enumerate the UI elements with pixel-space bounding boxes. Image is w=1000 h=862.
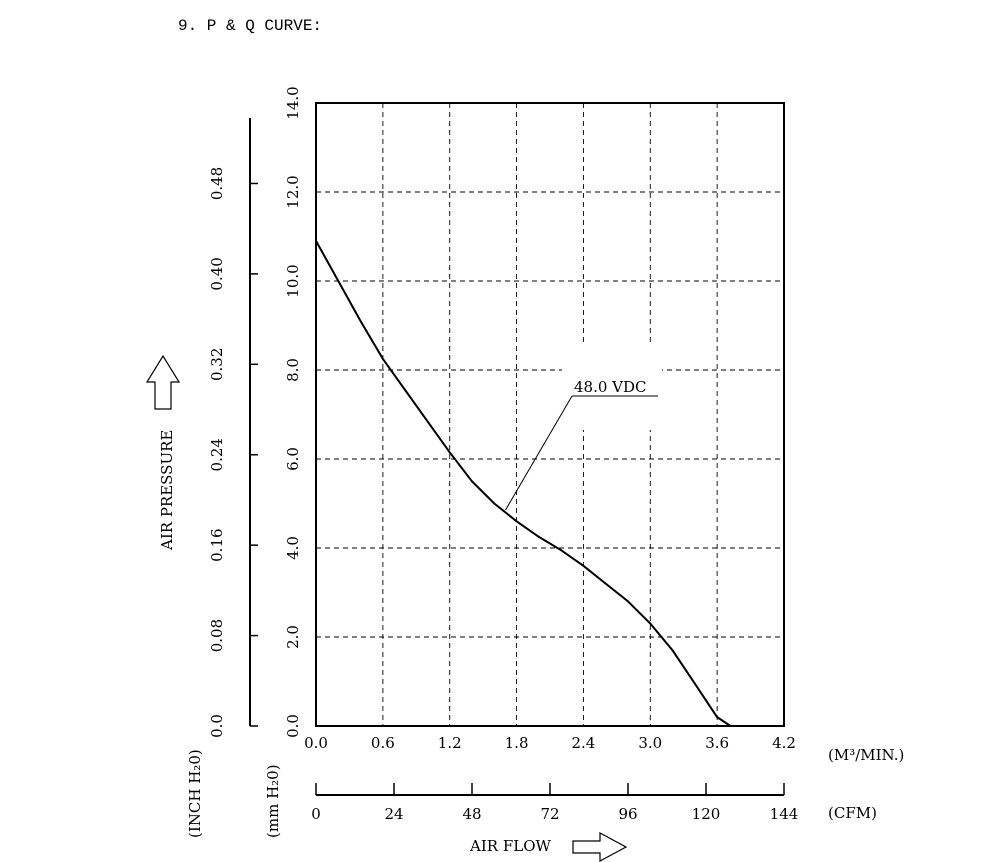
- cfm-tick-label: 48: [462, 805, 481, 823]
- cfm-tick-labels: 0 24 48 72 96 120 144: [311, 783, 798, 823]
- y-tick-label: 8.0: [284, 358, 302, 382]
- inch-tick-label: 0.08: [208, 619, 226, 652]
- series-line-48vdc: [315, 240, 732, 727]
- cfm-tick-label: 144: [770, 805, 799, 823]
- inch-tick-label: 0.24: [208, 438, 226, 471]
- inch-tick-label: 0.40: [208, 257, 226, 290]
- x-tick-label: 2.4: [571, 734, 595, 752]
- y-tick-label: 6.0: [284, 447, 302, 471]
- x-tick-label: 3.0: [638, 734, 662, 752]
- x-tick-label: 0.0: [304, 734, 328, 752]
- x-unit-label: (M³/MIN.): [828, 746, 904, 764]
- inch-tick-labels: 0.0 0.08 0.16 0.24 0.32 0.40 0.48: [208, 167, 258, 738]
- x-axis-title: AIR FLOW: [469, 837, 551, 855]
- y-tick-label: 2.0: [284, 625, 302, 649]
- x-tick-label: 1.2: [438, 734, 462, 752]
- inch-unit-label: (INCH H₂0): [186, 749, 204, 838]
- x-tick-labels: 0.0 0.6 1.2 1.8 2.4 3.0 3.6 4.2: [304, 734, 796, 752]
- y-tick-labels: 0.0 2.0 4.0 6.0 8.0 10.0 12.0 14.0: [284, 86, 302, 738]
- x-tick-label: 1.8: [505, 734, 529, 752]
- x-tick-label: 4.2: [772, 734, 796, 752]
- curve-layer: [315, 240, 732, 727]
- y-tick-label: 4.0: [284, 536, 302, 560]
- cfm-tick-label: 120: [692, 805, 721, 823]
- grid-lines: [316, 103, 784, 726]
- y-axis-title: AIR PRESSURE: [158, 430, 176, 551]
- annotation-label: 48.0 VDC: [574, 378, 647, 396]
- inch-tick-label: 0.32: [208, 348, 226, 381]
- cfm-tick-label: 72: [540, 805, 559, 823]
- right-arrow-icon: [572, 831, 628, 862]
- y-tick-label: 10.0: [284, 264, 302, 297]
- annotation-leader-line: [504, 395, 573, 511]
- cfm-unit-label: (CFM): [828, 804, 877, 822]
- x-tick-label: 0.6: [371, 734, 395, 752]
- up-arrow-icon: [145, 354, 181, 410]
- cfm-tick-label: 96: [618, 805, 637, 823]
- inch-tick-label: 0.48: [208, 167, 226, 200]
- page-heading: 9. P & Q CURVE:: [178, 17, 322, 35]
- plot-frame: [315, 102, 785, 727]
- inch-tick-label: 0.16: [208, 528, 226, 561]
- cfm-tick-label: 0: [311, 805, 321, 823]
- annotation-gap: [562, 342, 662, 430]
- cfm-tick-label: 24: [384, 805, 403, 823]
- y-tick-label: 12.0: [284, 175, 302, 208]
- y-tick-label: 14.0: [284, 86, 302, 119]
- inch-tick-label: 0.0: [208, 714, 226, 738]
- y-unit-label: (mm H₂0): [264, 764, 282, 838]
- x-tick-label: 3.6: [705, 734, 729, 752]
- curve-annotation: 48.0 VDC: [504, 378, 658, 511]
- y-tick-label: 0.0: [284, 714, 302, 738]
